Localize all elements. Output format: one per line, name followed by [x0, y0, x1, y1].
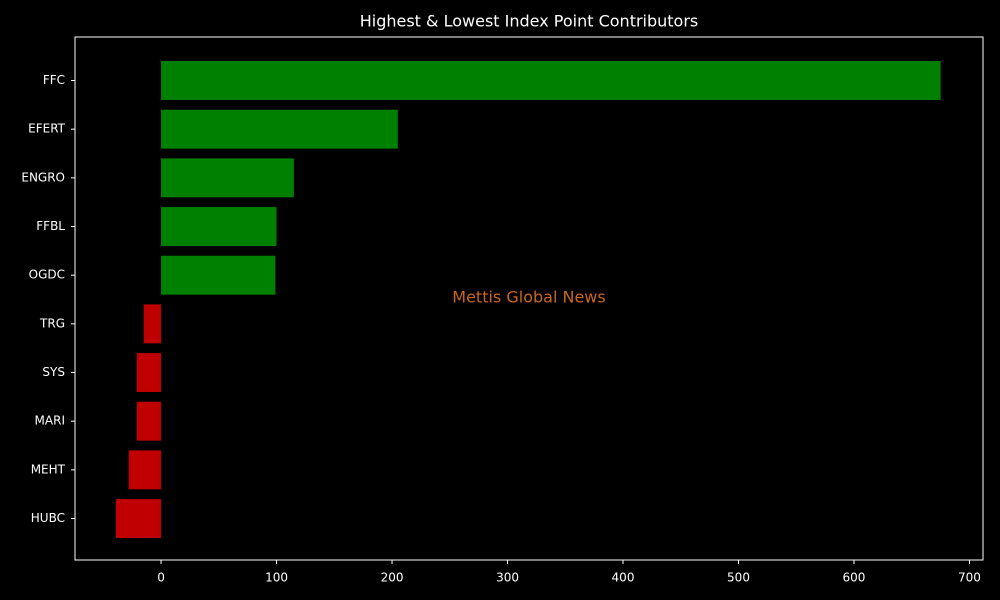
bar — [161, 109, 398, 149]
x-tick-label: 600 — [843, 571, 866, 585]
bar — [161, 255, 276, 295]
y-tick-label: HUBC — [31, 511, 65, 525]
bar — [161, 61, 941, 100]
x-tick-label: 300 — [496, 571, 519, 585]
y-tick-label: OGDC — [29, 268, 65, 282]
x-tick-label: 700 — [958, 571, 981, 585]
annotation: Mettis Global News — [452, 288, 605, 307]
x-tick-label: 500 — [727, 571, 750, 585]
y-tick-label: MEHT — [31, 462, 66, 476]
y-tick-label: EFERT — [28, 122, 66, 136]
y-tick-label: MARI — [35, 414, 65, 428]
x-tick-label: 200 — [381, 571, 404, 585]
x-tick-label: 0 — [157, 571, 165, 585]
y-tick-label: FFBL — [36, 219, 65, 233]
bar — [136, 353, 162, 392]
y-tick-label: ENGRO — [21, 170, 65, 184]
bar — [136, 401, 162, 441]
bar — [143, 304, 162, 344]
bar — [161, 207, 277, 246]
y-tick-label: SYS — [42, 365, 65, 379]
x-tick-label: 100 — [265, 571, 288, 585]
bar — [128, 450, 162, 490]
y-tick-label: TRG — [39, 316, 65, 330]
y-tick-label: FFC — [43, 73, 65, 87]
chart-title: Highest & Lowest Index Point Contributor… — [360, 12, 699, 31]
bar — [161, 158, 294, 198]
plot-frame — [74, 36, 984, 561]
bar — [115, 499, 162, 538]
x-tick-label: 400 — [612, 571, 635, 585]
